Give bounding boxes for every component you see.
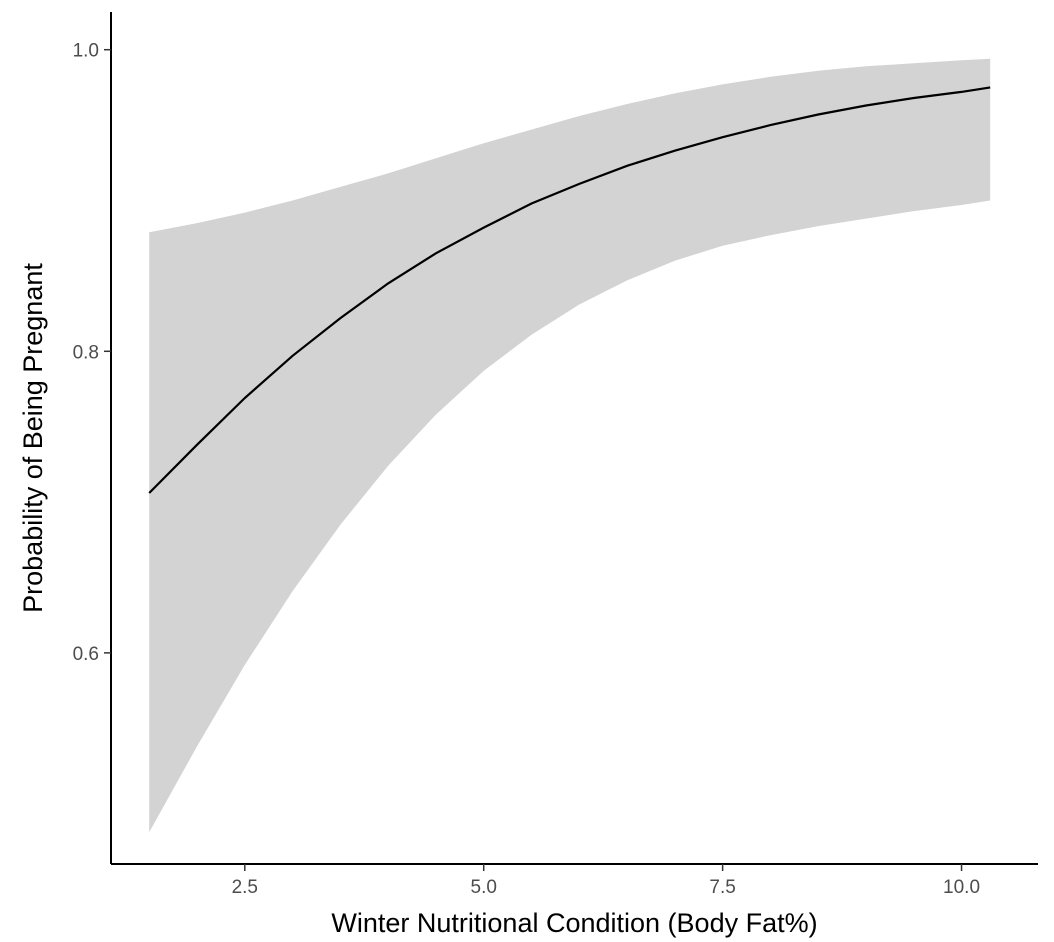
y-tick-label: 0.6 [73,644,99,665]
x-tick-label: 7.5 [709,877,735,898]
x-tick-label: 5.0 [471,877,497,898]
confidence-band [149,58,991,833]
plot-area [148,58,991,833]
x-axis-ticks: 2.5 5.0 7.5 10.0 [232,864,980,898]
y-axis-ticks: 0.6 0.8 1.0 [73,41,111,665]
x-axis-title: Winter Nutritional Condition (Body Fat%) [331,908,817,938]
y-tick-label: 1.0 [73,41,99,62]
x-tick-label: 2.5 [232,877,258,898]
y-tick-label: 0.8 [73,342,99,363]
fitted-line [148,86,991,494]
y-axis-title: Probability of Being Pregnant [18,263,48,613]
x-tick-label: 10.0 [943,877,980,898]
